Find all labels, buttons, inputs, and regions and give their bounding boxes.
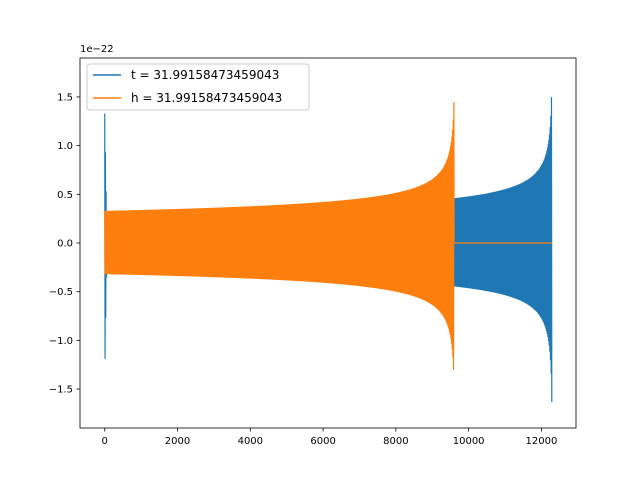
x-tick-label: 12000 [526,436,558,447]
x-tick-label: 2000 [165,436,190,447]
x-axis: 0 2000 4000 6000 8000 10000 12000 [102,428,558,447]
y-tick-label: 0.0 [57,239,73,250]
y-tick-label: 0.5 [57,190,73,201]
y-axis: −1.5 −1.0 −0.5 0.0 0.5 1.0 1.5 [49,92,80,396]
legend-label-h: h = 31.99158473459043 [131,91,282,105]
series-h [104,102,552,370]
y-tick-label: 1.0 [57,141,73,152]
x-tick-label: 4000 [238,436,263,447]
x-tick-label: 10000 [453,436,485,447]
x-tick-label: 0 [102,436,108,447]
y-offset-text: 1e−22 [80,44,114,55]
series-h-line [104,102,552,370]
x-tick-label: 6000 [310,436,335,447]
y-tick-label: −1.0 [49,336,73,347]
x-tick-label: 8000 [383,436,408,447]
legend-box [86,63,310,111]
legend-label-t: t = 31.99158473459043 [131,68,279,82]
plot-area [104,97,553,403]
legend: t = 31.99158473459043 h = 31.99158473459… [86,63,310,111]
y-tick-label: 1.5 [57,92,73,103]
y-tick-label: −1.5 [49,385,73,396]
y-tick-label: −0.5 [49,287,73,298]
